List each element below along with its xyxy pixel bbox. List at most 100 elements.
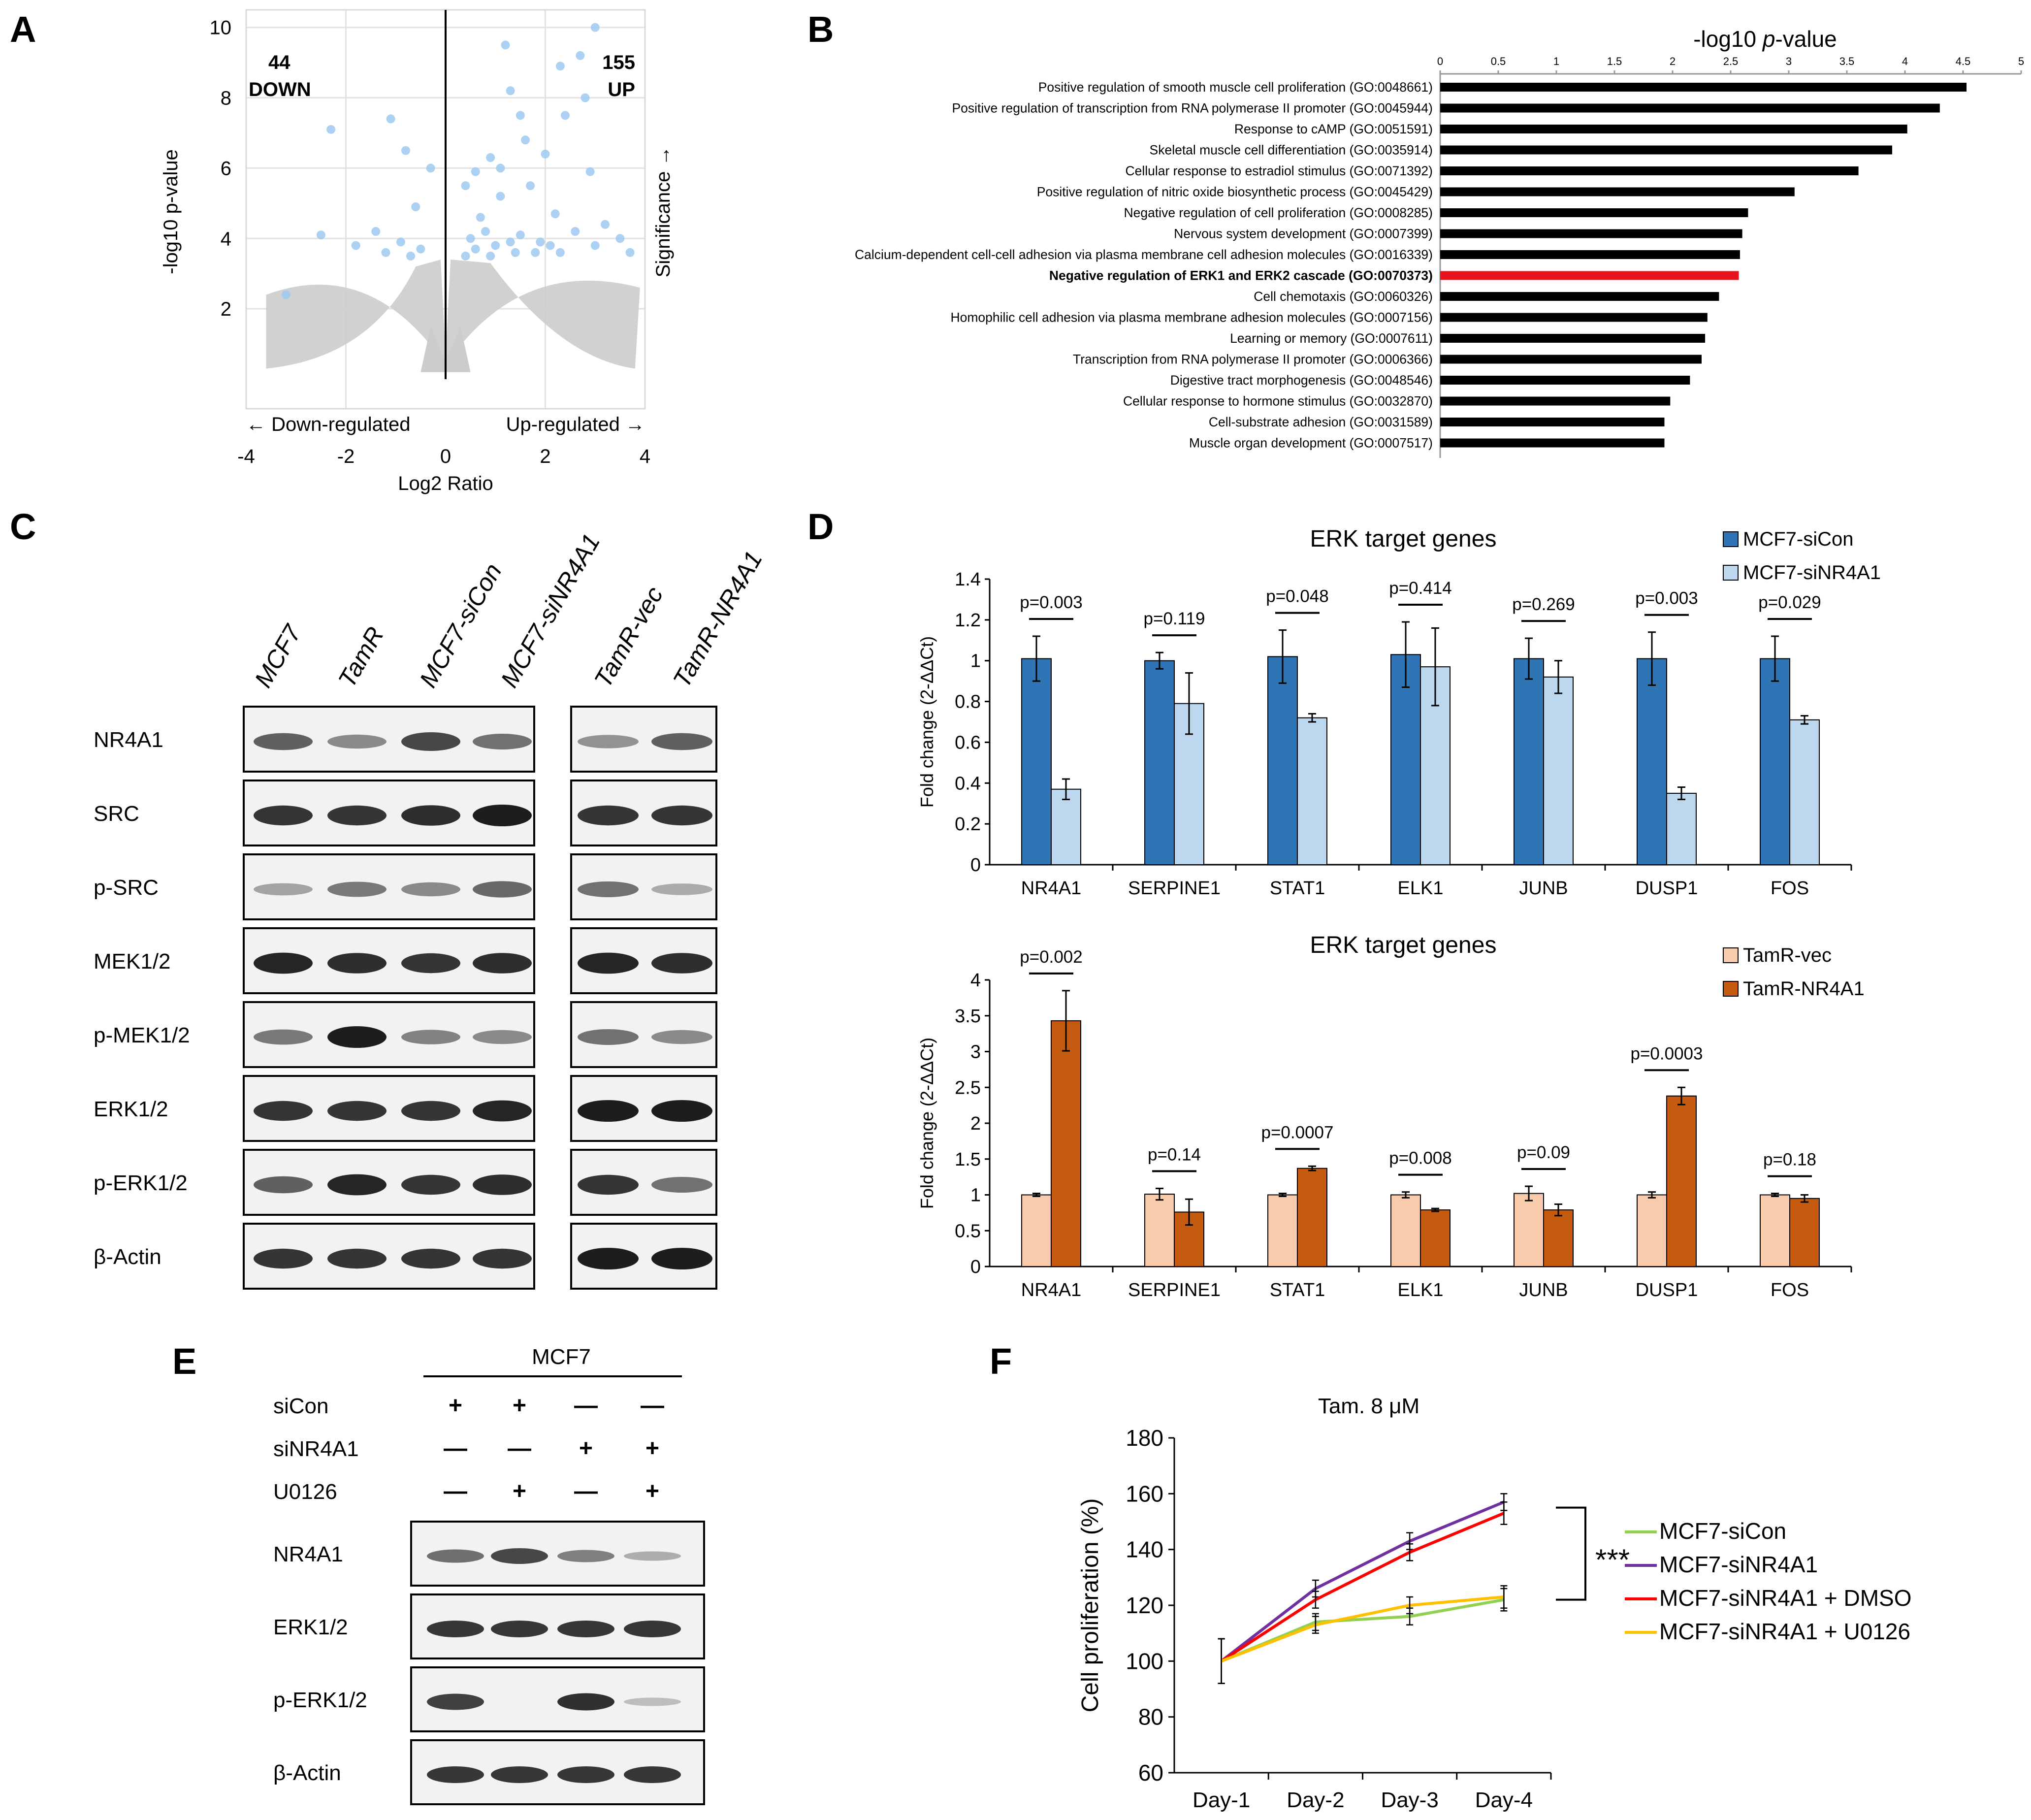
blot-band — [651, 733, 712, 750]
lane-label: TamR — [333, 622, 389, 692]
volcano-ytick: 10 — [210, 17, 232, 39]
blot-band — [624, 1551, 681, 1561]
blot-band — [401, 805, 460, 826]
volcano-sig-point — [411, 202, 420, 211]
blot-band — [401, 882, 460, 897]
condition-value: + — [449, 1393, 462, 1419]
blot-band — [578, 1174, 639, 1195]
go-xtick: 3 — [1786, 55, 1792, 67]
bar — [1637, 658, 1667, 865]
volcano-sig-point — [386, 114, 395, 124]
y-tick: 0.5 — [955, 1221, 981, 1241]
pvalue-label: p=0.119 — [1144, 609, 1205, 628]
blot-band — [327, 953, 387, 974]
down-count: 44 — [268, 52, 290, 73]
go-term-label: Positive regulation of transcription fro… — [952, 101, 1433, 116]
blot-band — [491, 1548, 548, 1564]
blot-band — [427, 1621, 484, 1637]
condition-value: — — [444, 1478, 467, 1504]
go-bar — [1440, 313, 1708, 322]
erk-target-chart-overexpression: ERK target genes 0 0.5 1 1.5 2 2.5 3 3.5 4 Fold ch… — [917, 932, 1865, 1300]
blot-band — [578, 805, 639, 826]
condition-value: + — [513, 1478, 526, 1504]
blot-row-label: p-ERK1/2 — [94, 1171, 188, 1195]
lane-label: MCF7 — [249, 619, 307, 692]
go-xtick: 1.5 — [1607, 55, 1622, 67]
volcano-sig-point — [496, 163, 505, 173]
legend-swatch — [1723, 947, 1739, 963]
volcano-sig-point — [476, 213, 485, 222]
volcano-ytick: 8 — [221, 88, 231, 109]
blot-band — [624, 1766, 681, 1783]
bar — [1297, 1168, 1327, 1268]
blot-band — [327, 805, 387, 826]
blot-band — [491, 1621, 548, 1637]
blot-band — [473, 953, 532, 974]
go-bar — [1440, 250, 1740, 259]
x-tick: SERPINE1 — [1128, 1280, 1221, 1300]
volcano-sig-point — [491, 241, 500, 250]
x-tick: ELK1 — [1398, 1280, 1444, 1300]
blot-band — [327, 1026, 387, 1048]
volcano-sig-point — [486, 252, 495, 260]
blot-band — [473, 805, 532, 826]
go-xtick: 0 — [1437, 55, 1443, 67]
blot-band — [578, 1029, 639, 1045]
blot-row-label: ERK1/2 — [94, 1097, 168, 1121]
blot-band — [427, 1549, 484, 1563]
volcano-sig-point — [590, 241, 600, 250]
volcano-background-points — [266, 260, 640, 372]
volcano-xtick: -4 — [237, 446, 255, 467]
bar — [1760, 1194, 1790, 1267]
bar — [1514, 658, 1544, 865]
volcano-sig-point — [371, 227, 381, 236]
x-tick: SERPINE1 — [1128, 878, 1221, 899]
volcano-sig-point — [506, 237, 515, 247]
y-tick: 0.8 — [955, 692, 981, 713]
blot-band — [557, 1766, 614, 1783]
go-term-label: Cell chemotaxis (GO:0060326) — [1254, 289, 1433, 304]
lane-label: MCF7-siNR4A1 — [495, 529, 606, 692]
y-tick: 0.4 — [955, 773, 981, 794]
panel-letter-e: E — [172, 1341, 196, 1382]
blot-row-label: p-ERK1/2 — [273, 1688, 367, 1712]
go-term-label: Response to cAMP (GO:0051591) — [1234, 122, 1433, 136]
volcano-sig-point — [461, 252, 470, 260]
blot-band — [327, 1248, 387, 1269]
blot-row-label: SRC — [94, 802, 139, 826]
volcano-sig-point — [501, 40, 510, 50]
go-xtick: 4 — [1902, 55, 1908, 67]
x-tick: Day-3 — [1381, 1788, 1438, 1812]
y-tick: 160 — [1126, 1481, 1163, 1506]
up-label: UP — [608, 79, 635, 100]
go-term-label: Calcium-dependent cell-cell adhesion via… — [855, 247, 1433, 262]
bar — [1144, 1194, 1175, 1267]
blot-band — [578, 881, 639, 897]
blot-band — [578, 952, 639, 974]
y-tick: 120 — [1126, 1592, 1163, 1618]
condition-value: — — [444, 1435, 467, 1462]
blot-band — [473, 734, 532, 749]
go-term-label: Digestive tract morphogenesis (GO:004854… — [1170, 373, 1433, 388]
blot-band — [557, 1621, 614, 1637]
x-tick: STAT1 — [1270, 1280, 1325, 1300]
volcano-sig-point — [531, 248, 540, 257]
go-term-label: Positive regulation of smooth muscle cel… — [1038, 80, 1433, 95]
volcano-sig-point — [466, 234, 475, 243]
blot-band — [651, 1100, 712, 1122]
go-term-label: Nervous system development (GO:0007399) — [1174, 227, 1433, 241]
volcano-sig-point — [550, 209, 560, 219]
blot-band — [254, 1101, 313, 1121]
bar — [1144, 660, 1175, 865]
volcano-sig-point — [601, 220, 610, 229]
blot-band — [557, 1693, 614, 1711]
lane-label: MCF7-siCon — [414, 558, 507, 692]
go-xlabel: -log10 p-value — [1693, 26, 1837, 52]
bar — [1267, 656, 1298, 866]
volcano-sig-point — [506, 86, 515, 96]
blot-band — [651, 1030, 712, 1044]
legend-label: TamR-vec — [1743, 944, 1832, 966]
pvalue-label: p=0.14 — [1148, 1145, 1201, 1164]
pvalue-label: p=0.003 — [1635, 589, 1698, 608]
